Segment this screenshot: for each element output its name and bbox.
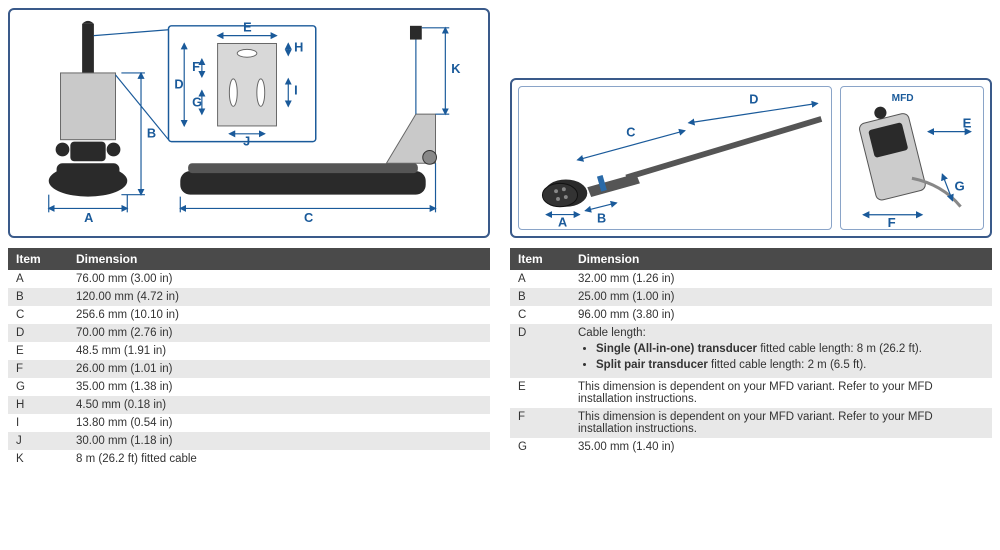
table-row: I13.80 mm (0.54 in) bbox=[8, 414, 490, 432]
cell-dimension: 4.50 mm (0.18 in) bbox=[68, 396, 490, 414]
svg-text:D: D bbox=[174, 77, 183, 92]
svg-text:F: F bbox=[888, 215, 896, 229]
cell-item: G bbox=[510, 438, 570, 456]
cell-item: G bbox=[8, 378, 68, 396]
front-view: A B bbox=[49, 21, 156, 225]
cell-item: C bbox=[510, 306, 570, 324]
table-row: K8 m (26.2 ft) fitted cable bbox=[8, 450, 490, 468]
cell-item: B bbox=[8, 288, 68, 306]
cell-dimension: This dimension is dependent on your MFD … bbox=[570, 378, 992, 408]
cell-item: B bbox=[510, 288, 570, 306]
svg-text:E: E bbox=[243, 20, 252, 35]
svg-text:G: G bbox=[955, 178, 965, 193]
cable-diagram: A B C D MFD bbox=[510, 78, 992, 238]
cell-dimension: 32.00 mm (1.26 in) bbox=[570, 270, 992, 288]
svg-text:K: K bbox=[451, 61, 461, 76]
svg-text:MFD: MFD bbox=[892, 93, 914, 104]
cell-dimension: 48.5 mm (1.91 in) bbox=[68, 342, 490, 360]
cell-dimension: 8 m (26.2 ft) fitted cable bbox=[68, 450, 490, 468]
svg-text:A: A bbox=[84, 210, 93, 225]
cell-dimension: 76.00 mm (3.00 in) bbox=[68, 270, 490, 288]
svg-text:J: J bbox=[243, 134, 250, 149]
cell-dimension: 13.80 mm (0.54 in) bbox=[68, 414, 490, 432]
cell-dimension: 35.00 mm (1.40 in) bbox=[570, 438, 992, 456]
svg-text:D: D bbox=[749, 92, 758, 106]
cell-dimension: 30.00 mm (1.18 in) bbox=[68, 432, 490, 450]
table-row: B120.00 mm (4.72 in) bbox=[8, 288, 490, 306]
table-row: D70.00 mm (2.76 in) bbox=[8, 324, 490, 342]
cell-item: K bbox=[8, 450, 68, 468]
svg-text:F: F bbox=[192, 59, 200, 74]
table-row: FThis dimension is dependent on your MFD… bbox=[510, 408, 992, 438]
dimensions-table-left: Item Dimension A76.00 mm (3.00 in)B120.0… bbox=[8, 248, 490, 468]
svg-text:A: A bbox=[558, 215, 567, 229]
col-dimension: Dimension bbox=[68, 248, 490, 270]
cell-item: F bbox=[8, 360, 68, 378]
cell-item: C bbox=[8, 306, 68, 324]
table-row: E48.5 mm (1.91 in) bbox=[8, 342, 490, 360]
bracket-inset: D E H I F G bbox=[94, 20, 316, 149]
cell-item: F bbox=[510, 408, 570, 438]
cell-dimension: 26.00 mm (1.01 in) bbox=[68, 360, 490, 378]
cell-item: A bbox=[8, 270, 68, 288]
table-row: H4.50 mm (0.18 in) bbox=[8, 396, 490, 414]
transducer-diagram: A B C bbox=[8, 8, 490, 238]
dimensions-table-right: Item Dimension A32.00 mm (1.26 in)B25.00… bbox=[510, 248, 992, 456]
cell-dimension: 25.00 mm (1.00 in) bbox=[570, 288, 992, 306]
table-row: G35.00 mm (1.40 in) bbox=[510, 438, 992, 456]
cell-dimension: 256.6 mm (10.10 in) bbox=[68, 306, 490, 324]
table-row: C256.6 mm (10.10 in) bbox=[8, 306, 490, 324]
cell-item: D bbox=[510, 324, 570, 378]
col-dimension: Dimension bbox=[570, 248, 992, 270]
mfd-subframe: MFD E F G bbox=[840, 86, 984, 230]
svg-text:H: H bbox=[294, 39, 303, 54]
cell-item: A bbox=[510, 270, 570, 288]
transducer-svg: A B C bbox=[16, 16, 482, 230]
table-row: F26.00 mm (1.01 in) bbox=[8, 360, 490, 378]
col-item: Item bbox=[8, 248, 68, 270]
table-row: B25.00 mm (1.00 in) bbox=[510, 288, 992, 306]
table-row: J30.00 mm (1.18 in) bbox=[8, 432, 490, 450]
cell-item: I bbox=[8, 414, 68, 432]
cell-dimension: 35.00 mm (1.38 in) bbox=[68, 378, 490, 396]
cell-item: D bbox=[8, 324, 68, 342]
svg-text:B: B bbox=[597, 211, 606, 225]
table-row: DCable length:Single (All-in-one) transd… bbox=[510, 324, 992, 378]
table-row: C96.00 mm (3.80 in) bbox=[510, 306, 992, 324]
cell-item: E bbox=[510, 378, 570, 408]
table-row: A32.00 mm (1.26 in) bbox=[510, 270, 992, 288]
cell-dimension: This dimension is dependent on your MFD … bbox=[570, 408, 992, 438]
cell-dimension: 70.00 mm (2.76 in) bbox=[68, 324, 490, 342]
svg-text:G: G bbox=[192, 94, 202, 109]
table-row: A76.00 mm (3.00 in) bbox=[8, 270, 490, 288]
cell-dimension: Cable length:Single (All-in-one) transdu… bbox=[570, 324, 992, 378]
connector-subframe: A B C D bbox=[518, 86, 832, 230]
cell-item: E bbox=[8, 342, 68, 360]
svg-text:I: I bbox=[294, 83, 298, 98]
svg-text:B: B bbox=[147, 126, 156, 141]
svg-text:E: E bbox=[963, 116, 972, 131]
cell-item: H bbox=[8, 396, 68, 414]
col-item: Item bbox=[510, 248, 570, 270]
table-row: EThis dimension is dependent on your MFD… bbox=[510, 378, 992, 408]
cell-item: J bbox=[8, 432, 68, 450]
table-row: G35.00 mm (1.38 in) bbox=[8, 378, 490, 396]
svg-text:C: C bbox=[304, 210, 313, 225]
cell-dimension: 120.00 mm (4.72 in) bbox=[68, 288, 490, 306]
cell-dimension: 96.00 mm (3.80 in) bbox=[570, 306, 992, 324]
svg-text:C: C bbox=[626, 126, 635, 140]
